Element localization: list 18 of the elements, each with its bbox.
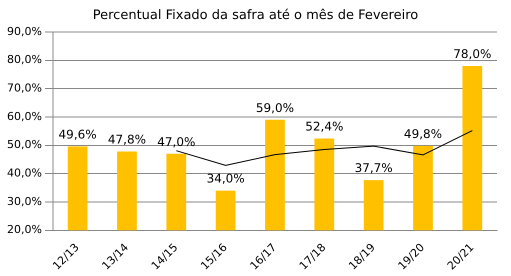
y-tick-label: 40,0% [6, 166, 42, 180]
data-label: 47,0% [157, 134, 196, 149]
data-label: 78,0% [453, 47, 492, 62]
data-label: 59,0% [256, 100, 294, 115]
y-tick-label: 20,0% [6, 223, 42, 236]
y-tick-label: 30,0% [6, 194, 42, 208]
data-label: 34,0% [206, 172, 245, 186]
data-label: 37,7% [354, 161, 393, 176]
y-tick-label: 90,0% [6, 24, 42, 38]
y-tick-label: 50,0% [6, 138, 42, 152]
chart-title: Percentual Fixado da safra até o mês de Fevereiro [92, 8, 420, 23]
data-label: 47,8% [108, 132, 146, 147]
y-tick-label: 70,0% [6, 82, 42, 94]
data-label: 49,6% [58, 128, 97, 142]
data-label: 49,8% [404, 126, 442, 141]
y-tick-label: 60,0% [6, 110, 42, 123]
data-label: 52,4% [305, 120, 344, 134]
y-tick-label: 80,0% [6, 53, 42, 66]
